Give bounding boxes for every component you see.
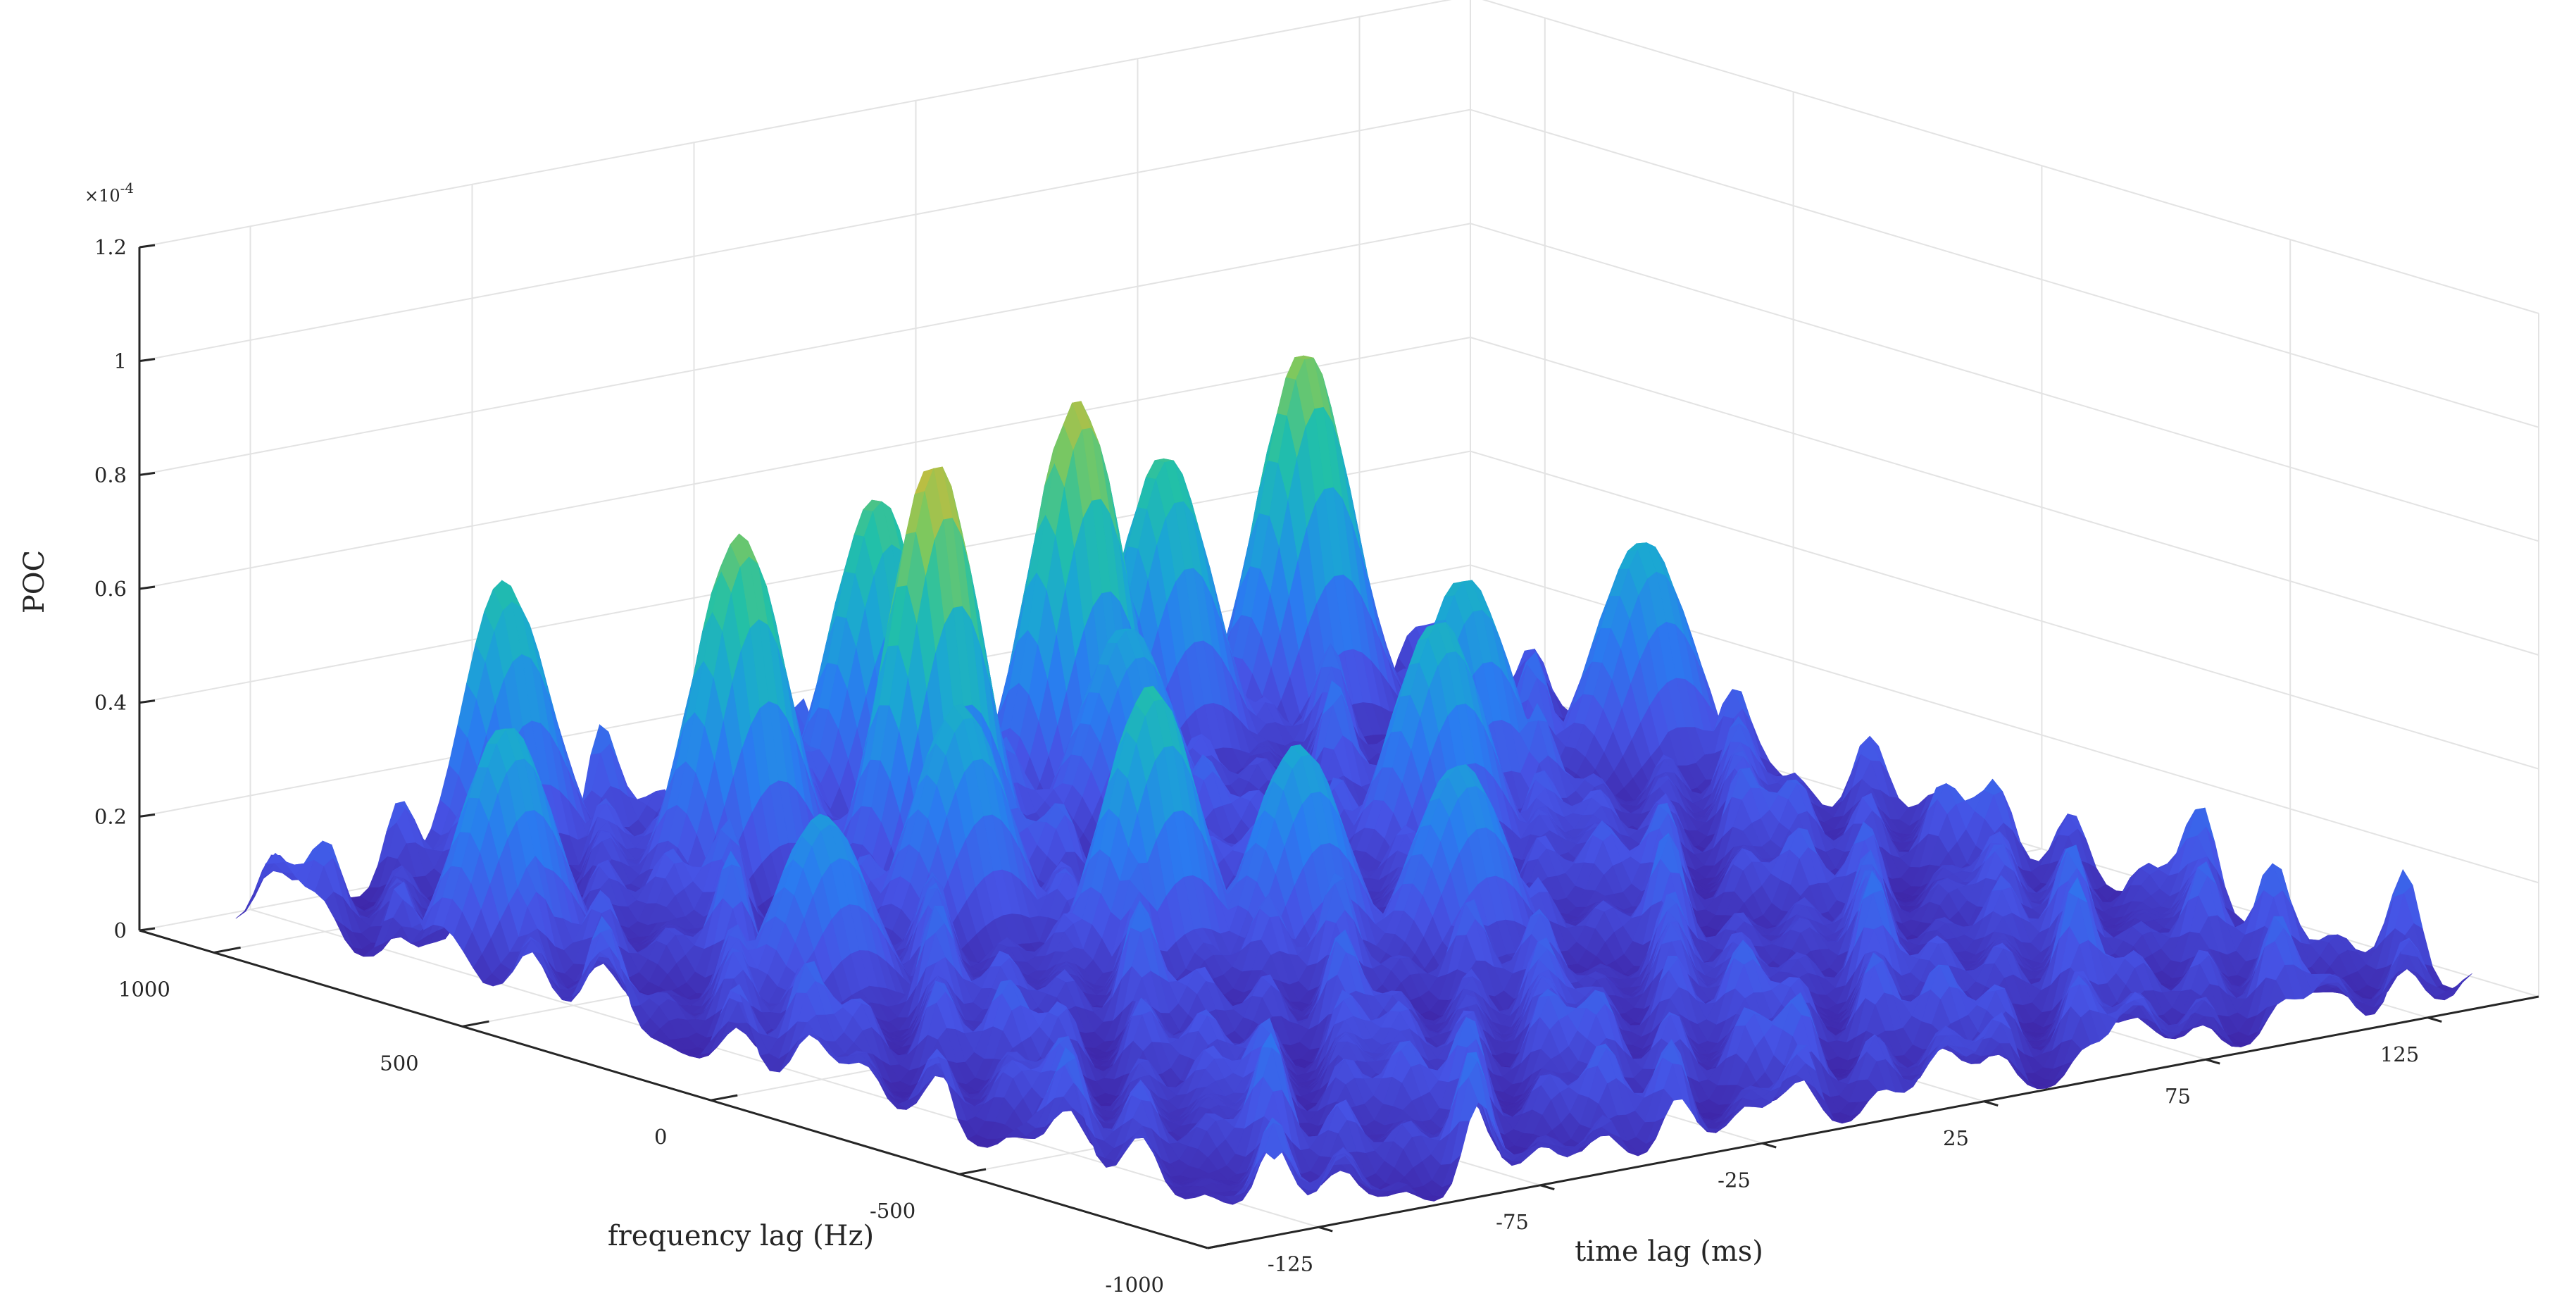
surface-patch (245, 876, 265, 912)
side-wall-z-gridline (1470, 337, 2539, 656)
side-wall-z-gridline (1470, 108, 2539, 428)
back-wall-z-gridline (139, 337, 1471, 590)
back-wall-z-gridline (139, 108, 1471, 362)
floor-x-gridline (250, 909, 1319, 1228)
side-wall-z-gridline (1470, 223, 2539, 542)
back-wall-z-gridline (139, 450, 1471, 704)
side-wall-z-gridline (1482, 0, 2539, 314)
surface-plot (235, 355, 2472, 1205)
side-wall-z-gridline (1470, 450, 2539, 770)
back-wall-z-gridline (139, 0, 1452, 248)
back-gridlines (139, 0, 2539, 997)
back-wall-z-gridline (139, 223, 1471, 476)
